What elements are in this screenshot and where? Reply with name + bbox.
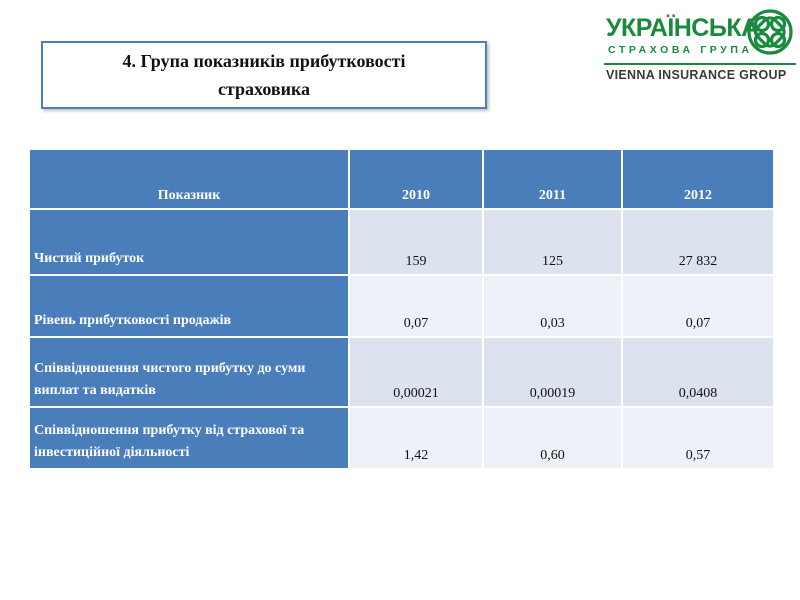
row-value: 0,03: [482, 274, 623, 338]
row-value: 0,07: [621, 274, 775, 338]
row-value: 0,57: [621, 406, 775, 470]
row-value: 1,42: [348, 406, 484, 470]
logo-divider: [604, 63, 796, 65]
slide-title-line1: 4. Група показників прибутковості: [122, 51, 406, 71]
row-value: 0,0408: [621, 336, 775, 408]
header-year-2010: 2010: [348, 148, 484, 210]
header-indicator: Показник: [28, 148, 350, 210]
header-year-2011: 2011: [482, 148, 623, 210]
logo-name: УКРАЇНСЬКА: [606, 14, 759, 42]
row-value: 0,00019: [482, 336, 623, 408]
table-header-row: Показник 2010 2011 2012: [28, 148, 775, 210]
header-year-2012: 2012: [621, 148, 775, 210]
row-value: 159: [348, 208, 484, 276]
company-logo: УКРАЇНСЬКА СТРАХОВА ГРУПА VIENNA INSURAN…: [604, 8, 796, 88]
knot-emblem-icon: [747, 9, 793, 55]
table-row: Співвідношення чистого прибутку до суми …: [28, 336, 775, 408]
slide-title-line2: страховика: [217, 79, 311, 99]
logo-subtitle: СТРАХОВА ГРУПА: [608, 44, 753, 56]
row-label: Чистий прибуток: [28, 208, 350, 276]
row-value: 0,60: [482, 406, 623, 470]
table-row: Співвідношення прибутку від страхової та…: [28, 406, 775, 470]
logo-group-name: VIENNA INSURANCE GROUP: [606, 68, 787, 82]
slide-title-box: 4. Група показників прибутковості страхо…: [41, 41, 487, 109]
row-value: 0,00021: [348, 336, 484, 408]
row-value: 125: [482, 208, 623, 276]
table-row: Рівень прибутковості продажів 0,07 0,03 …: [28, 274, 775, 338]
row-label: Рівень прибутковості продажів: [28, 274, 350, 338]
row-label: Співвідношення чистого прибутку до суми …: [28, 336, 350, 408]
row-value: 27 832: [621, 208, 775, 276]
row-label: Співвідношення прибутку від страхової та…: [28, 406, 350, 470]
profitability-table: Показник 2010 2011 2012 Чистий прибуток …: [28, 148, 775, 470]
table-row: Чистий прибуток 159 125 27 832: [28, 208, 775, 276]
row-value: 0,07: [348, 274, 484, 338]
